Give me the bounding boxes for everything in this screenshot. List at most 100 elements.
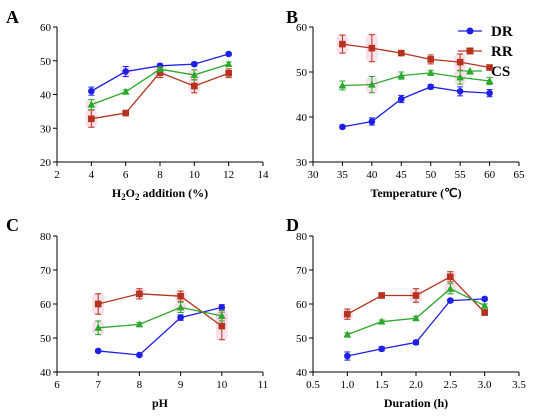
y-tick-label: 70 bbox=[296, 265, 308, 277]
data-point bbox=[136, 290, 143, 298]
data-point bbox=[225, 50, 232, 58]
panel-label: C bbox=[6, 215, 19, 235]
x-tick-label: 6 bbox=[123, 169, 129, 181]
x-tick-label: 3.5 bbox=[512, 379, 526, 391]
series-rr bbox=[341, 270, 488, 321]
series-dr bbox=[94, 304, 226, 359]
legend-label-cs: CS bbox=[491, 64, 510, 80]
y-tick-label: 60 bbox=[40, 22, 52, 34]
x-tick-label: 14 bbox=[258, 169, 270, 181]
y-tick-label: 80 bbox=[40, 231, 52, 243]
data-point bbox=[456, 73, 464, 81]
data-point bbox=[177, 292, 184, 300]
data-point bbox=[426, 68, 435, 76]
data-point bbox=[485, 77, 494, 84]
x-tick-label: 10 bbox=[216, 379, 228, 391]
y-tick-label: 80 bbox=[296, 231, 308, 243]
series-line bbox=[342, 72, 490, 87]
series-cs bbox=[343, 282, 489, 338]
legend-item-rr: RR bbox=[458, 44, 513, 60]
series-line bbox=[342, 43, 490, 69]
data-point bbox=[94, 347, 102, 355]
x-tick-label: 55 bbox=[455, 169, 467, 181]
x-axis-label: pH bbox=[152, 396, 169, 410]
x-tick-label: 7 bbox=[95, 379, 101, 391]
y-tick-label: 60 bbox=[40, 299, 52, 311]
data-point bbox=[339, 40, 346, 48]
x-tick-label: 40 bbox=[366, 169, 378, 181]
series-rr bbox=[336, 33, 493, 72]
data-point bbox=[88, 115, 95, 123]
y-tick-label: 70 bbox=[40, 265, 52, 277]
data-point bbox=[122, 68, 129, 75]
data-point bbox=[94, 323, 102, 331]
panel-label: D bbox=[286, 215, 299, 235]
data-point bbox=[480, 301, 489, 309]
data-point bbox=[191, 60, 198, 68]
legend-label-rr: RR bbox=[491, 44, 513, 60]
series-dr bbox=[344, 295, 488, 361]
y-tick-label: 50 bbox=[296, 333, 308, 345]
y-tick-label: 50 bbox=[296, 67, 308, 79]
y-tick-label: 40 bbox=[296, 367, 308, 379]
data-point bbox=[225, 69, 232, 77]
x-tick-label: 65 bbox=[514, 169, 526, 181]
data-point bbox=[412, 314, 420, 322]
series-cs bbox=[338, 68, 494, 94]
data-point bbox=[368, 80, 376, 88]
data-point bbox=[135, 320, 144, 328]
data-point bbox=[481, 295, 488, 303]
data-point bbox=[136, 351, 143, 359]
data-point bbox=[447, 273, 454, 281]
data-point bbox=[156, 69, 164, 76]
x-axis-label: Duration (h) bbox=[384, 396, 448, 410]
data-point bbox=[218, 304, 226, 311]
data-point bbox=[397, 95, 405, 103]
panel-label: B bbox=[286, 7, 298, 27]
x-tick-label: 6 bbox=[54, 379, 60, 391]
data-point bbox=[397, 49, 405, 57]
data-point bbox=[447, 297, 454, 304]
data-point bbox=[338, 81, 347, 89]
data-point bbox=[456, 58, 464, 66]
series-line bbox=[98, 293, 223, 327]
x-tick-label: 2 bbox=[54, 169, 60, 181]
data-point bbox=[88, 87, 95, 95]
y-tick-label: 40 bbox=[296, 112, 308, 124]
x-tick-label: 8 bbox=[137, 379, 143, 391]
data-point bbox=[177, 314, 184, 321]
y-tick-label: 30 bbox=[40, 123, 52, 135]
x-tick-label: 11 bbox=[258, 379, 269, 391]
data-point bbox=[427, 56, 435, 63]
y-tick-label: 50 bbox=[40, 333, 52, 345]
data-point bbox=[339, 123, 346, 131]
data-point bbox=[446, 284, 455, 292]
data-point bbox=[94, 300, 102, 308]
data-point bbox=[486, 64, 493, 71]
x-tick-label: 50 bbox=[425, 169, 437, 181]
y-tick-label: 60 bbox=[296, 22, 308, 34]
data-point bbox=[397, 71, 406, 79]
data-point bbox=[368, 44, 376, 52]
data-point bbox=[344, 310, 351, 318]
x-tick-label: 9 bbox=[178, 379, 184, 391]
y-tick-label: 40 bbox=[40, 90, 52, 102]
data-point bbox=[377, 317, 386, 325]
panel-a: A 20 30 40 50 60 2 4 6 8 10 12 14 H2O2 addition (%) bbox=[6, 7, 269, 202]
x-tick-label: 60 bbox=[484, 169, 496, 181]
legend: DR RR CS bbox=[458, 24, 513, 80]
data-point bbox=[427, 83, 435, 91]
series-rr bbox=[92, 287, 228, 341]
data-point bbox=[456, 88, 464, 95]
series-rr bbox=[85, 66, 232, 129]
data-point bbox=[368, 118, 376, 125]
x-tick-label: 4 bbox=[89, 169, 95, 181]
data-point bbox=[412, 339, 420, 346]
x-tick-label: 3.0 bbox=[478, 379, 492, 391]
data-point bbox=[378, 345, 385, 353]
data-point bbox=[378, 292, 385, 299]
data-point bbox=[156, 65, 164, 73]
series-cs bbox=[92, 301, 228, 336]
data-point bbox=[176, 303, 185, 311]
